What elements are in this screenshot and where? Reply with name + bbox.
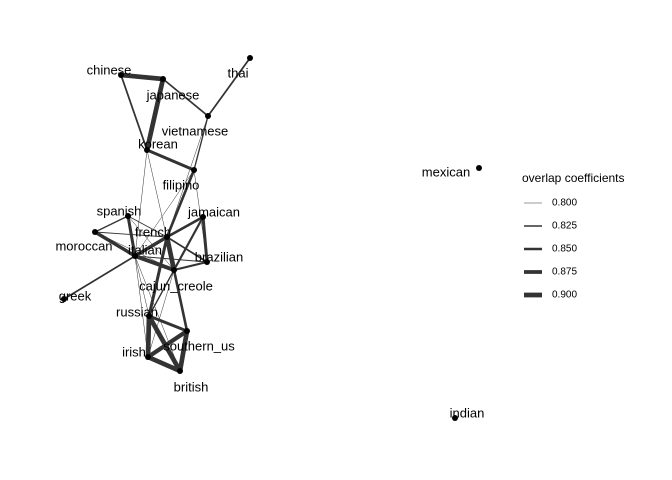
legend-label-0: 0.800 xyxy=(552,198,577,209)
edge-spanish-moroccan xyxy=(94,215,129,233)
node-korean xyxy=(144,147,150,153)
node-label-indian: indian xyxy=(450,405,485,420)
edge-korean-italian xyxy=(134,149,148,257)
edge-filipino-french xyxy=(165,169,196,238)
edge-russian-southern_us xyxy=(148,314,188,333)
node-label-jamaican: jamaican xyxy=(187,204,240,219)
edge-italian-cajun_creole xyxy=(134,254,175,272)
edge-thai-vietnamese xyxy=(207,57,251,117)
edge-spanish-cajun_creole xyxy=(127,215,175,271)
node-label-irish: irish xyxy=(122,344,146,359)
edge-greek-italian xyxy=(63,255,136,300)
edge-vietnamese-filipino xyxy=(193,115,209,171)
edge-cajun_creole-irish xyxy=(147,269,175,358)
edge-jamaican-cajun_creole xyxy=(173,216,204,271)
node-label-japanese: japanese xyxy=(146,87,200,102)
node-indian xyxy=(452,415,458,421)
node-label-italian: italian xyxy=(128,242,162,257)
edge-moroccan-french xyxy=(94,231,168,238)
edge-italian-brazilian xyxy=(134,255,208,263)
node-jamaican xyxy=(200,214,206,220)
node-cajun_creole xyxy=(171,267,177,273)
node-russian xyxy=(146,313,152,319)
node-irish xyxy=(145,354,151,360)
node-italian xyxy=(132,253,138,259)
edge-cajun_creole-russian xyxy=(148,269,175,317)
edges-layer xyxy=(63,57,251,374)
legend-title: overlap coefficients xyxy=(522,171,625,185)
node-french xyxy=(164,234,170,240)
node-label-chinese: chinese xyxy=(87,62,132,77)
node-label-thai: thai xyxy=(228,65,249,80)
legend-items: 0.800 0.825 0.850 0.875 0.900 xyxy=(524,198,577,301)
node-brazilian xyxy=(204,259,210,265)
edge-french-russian xyxy=(147,236,169,317)
edge-chinese-japanese xyxy=(120,72,164,82)
nodes-layer xyxy=(61,55,482,421)
node-label-mexican: mexican xyxy=(422,164,470,179)
node-label-southern_us: southern_us xyxy=(163,338,235,353)
node-label-moroccan: moroccan xyxy=(55,238,112,253)
node-label-korean: korean xyxy=(138,136,178,151)
edge-irish-british xyxy=(147,354,181,374)
node-chinese xyxy=(118,72,124,78)
edge-japanese-vietnamese xyxy=(162,78,209,117)
legend-label-1: 0.825 xyxy=(552,221,577,232)
edge-chinese-korean xyxy=(120,74,148,151)
node-japanese xyxy=(160,76,166,82)
edge-french-brazilian xyxy=(166,236,208,263)
edge-japanese-korean xyxy=(144,78,166,151)
node-label-british: british xyxy=(174,379,209,394)
edge-spanish-french xyxy=(127,215,168,238)
edge-spanish-italian xyxy=(126,215,137,257)
node-label-russian: russian xyxy=(116,304,158,319)
edge-korean-filipino xyxy=(146,148,195,172)
edge-moroccan-italian xyxy=(94,230,136,258)
node-label-cajun_creole: cajun_creole xyxy=(139,278,213,293)
node-label-brazilian: brazilian xyxy=(195,249,243,264)
edge-italian-russian xyxy=(134,255,150,317)
node-label-filipino: filipino xyxy=(163,177,200,192)
node-southern_us xyxy=(184,328,190,334)
legend-label-2: 0.850 xyxy=(552,244,577,255)
edge-italian-british xyxy=(134,255,181,372)
edge-cajun_creole-southern_us xyxy=(172,269,189,332)
edge-french-italian xyxy=(134,235,168,258)
edge-brazilian-cajun_creole xyxy=(173,260,208,272)
node-vietnamese xyxy=(205,113,211,119)
node-label-vietnamese: vietnamese xyxy=(162,123,228,138)
node-label-spanish: spanish xyxy=(97,203,142,218)
node-british xyxy=(177,368,183,374)
edge-filipino-italian xyxy=(134,169,195,257)
node-thai xyxy=(247,55,253,61)
legend: overlap coefficients 0.800 0.825 0.850 0.87… xyxy=(522,171,625,301)
node-spanish xyxy=(125,213,131,219)
legend-label-4: 0.900 xyxy=(552,290,577,301)
node-label-greek: greek xyxy=(59,288,92,303)
edge-russian-irish xyxy=(145,315,152,358)
node-mexican xyxy=(476,165,482,171)
node-moroccan xyxy=(92,229,98,235)
node-filipino xyxy=(191,167,197,173)
node-greek xyxy=(61,296,67,302)
edge-southern_us-irish xyxy=(146,329,189,359)
node-label-french: french xyxy=(135,224,171,239)
legend-label-3: 0.875 xyxy=(552,267,577,278)
edge-southern_us-british xyxy=(177,330,190,372)
edge-jamaican-brazilian xyxy=(201,216,209,263)
edge-italian-irish xyxy=(134,255,149,358)
